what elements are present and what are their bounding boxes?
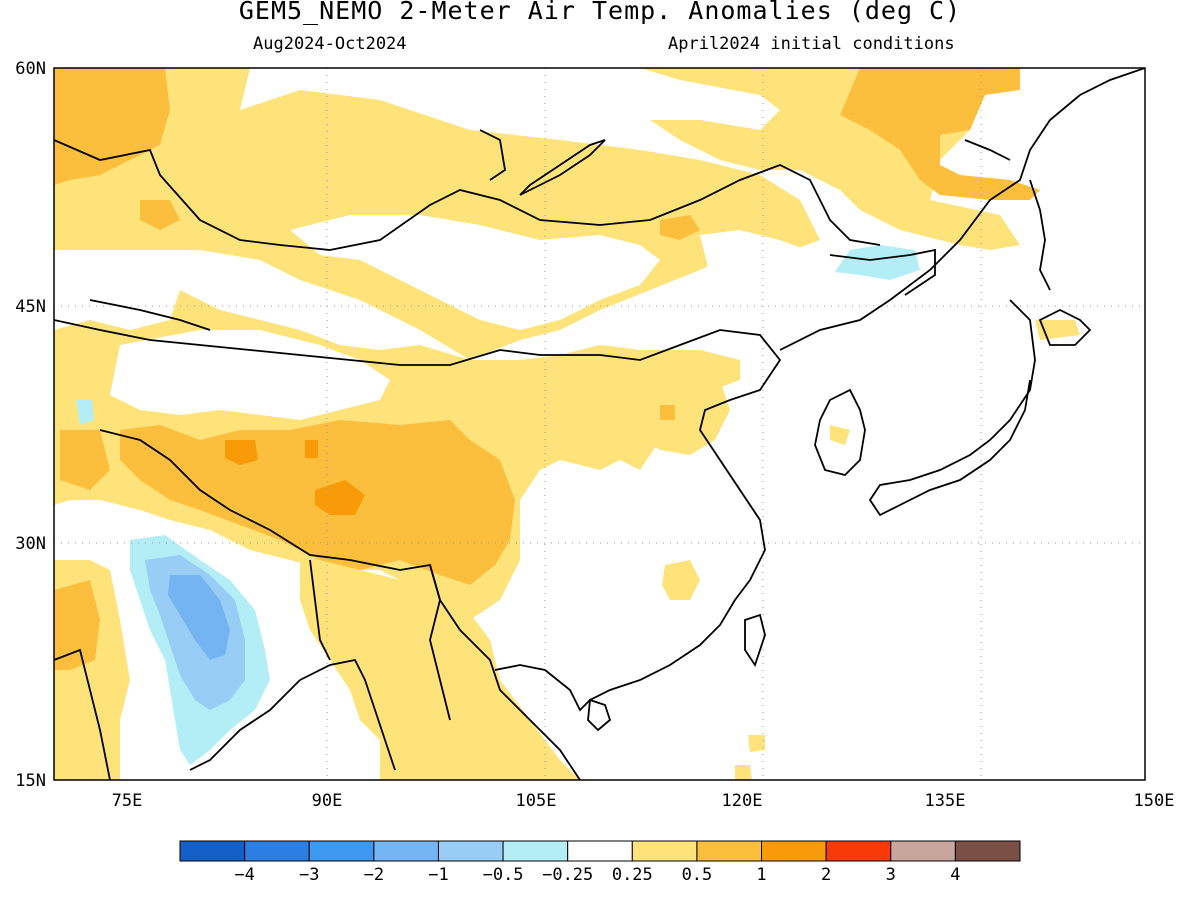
- legend-swatch: [244, 840, 310, 862]
- color-legend: −4 −3 −2 −1 −0.5 −0.25 0.25 0.5 1 2 3 4: [179, 840, 1021, 885]
- lat-label: 15N: [15, 771, 46, 791]
- anomaly-region-orange-india: [54, 580, 100, 670]
- lat-label: 60N: [15, 59, 46, 79]
- anomaly-region-cool-west: [76, 400, 94, 425]
- anomaly-neutral-west: [54, 255, 180, 330]
- anomaly-region-orange-east: [660, 215, 700, 240]
- map-frame: [53, 67, 1146, 781]
- legend-swatch: [437, 840, 504, 862]
- legend-label: 2: [821, 865, 831, 885]
- legend-swatch: [308, 840, 375, 862]
- legend-label: 0.25: [612, 865, 653, 885]
- anomaly-region-orange-northeast: [840, 68, 1040, 200]
- anomaly-region-warm-indochina: [300, 560, 580, 780]
- legend-label: −0.5: [483, 865, 524, 885]
- lon-label: 135E: [925, 791, 966, 811]
- anomaly-region-warm-luzon: [735, 765, 752, 780]
- lat-label: 30N: [15, 534, 46, 554]
- forecast-period: Aug2024-Oct2024: [253, 34, 407, 54]
- anomaly-fields: [54, 68, 1080, 780]
- legend-label: −4: [234, 865, 254, 885]
- legend-swatch: [890, 840, 956, 862]
- anomaly-region-hot-tibet-small: [305, 440, 318, 458]
- map-title: GEM5_NEMO 2-Meter Air Temp. Anomalies (d…: [238, 0, 962, 25]
- anomaly-region-coolest-india: [168, 575, 230, 660]
- latitude-labels: 60N 45N 30N 15N: [15, 59, 46, 791]
- anomaly-region-warm-korea: [830, 425, 850, 445]
- legend-label: 3: [886, 865, 896, 885]
- anomaly-region-orange-pamir: [60, 430, 110, 490]
- anomaly-neutral-far-east: [700, 230, 950, 330]
- legend-label: −3: [299, 865, 319, 885]
- legend-swatch: [696, 840, 763, 862]
- anomaly-region-warm-taiwan: [748, 735, 765, 752]
- initial-conditions: April2024 initial conditions: [668, 34, 955, 54]
- legend-swatch: [631, 840, 698, 862]
- lon-label: 120E: [722, 791, 763, 811]
- legend-label: −2: [364, 865, 384, 885]
- legend-swatch: [373, 840, 439, 862]
- anomaly-region-orange-china: [660, 405, 675, 420]
- legend-swatch: [954, 840, 1021, 862]
- anomaly-region-hot-tibet-west: [225, 440, 258, 465]
- legend-label: −0.25: [542, 865, 593, 885]
- legend-swatch: [502, 840, 569, 862]
- anomaly-region-cool-sakhalin: [835, 245, 920, 280]
- coastlines: [54, 68, 1145, 780]
- longitude-labels: 75E 90E 105E 120E 135E 150E: [112, 791, 1175, 811]
- anomaly-region-orange-northwest: [54, 68, 170, 185]
- lon-label: 150E: [1134, 791, 1175, 811]
- anomaly-neutral-taklamakan: [110, 330, 390, 420]
- legend-label: 0.5: [682, 865, 713, 885]
- legend-label: 4: [950, 865, 960, 885]
- legend-label: 1: [756, 865, 766, 885]
- legend-swatch: [179, 840, 246, 862]
- legend-label: −1: [428, 865, 448, 885]
- lon-label: 105E: [516, 791, 557, 811]
- anomaly-region-orange-nw2: [140, 200, 180, 230]
- anomaly-region-warm-china-south: [662, 560, 700, 600]
- anomaly-neutral-mongolia: [290, 215, 660, 330]
- legend-swatch: [567, 840, 633, 862]
- lon-label: 90E: [312, 791, 343, 811]
- lon-label: 75E: [112, 791, 143, 811]
- legend-swatch: [761, 840, 827, 862]
- legend-swatch: [825, 840, 892, 862]
- lat-label: 45N: [15, 297, 46, 317]
